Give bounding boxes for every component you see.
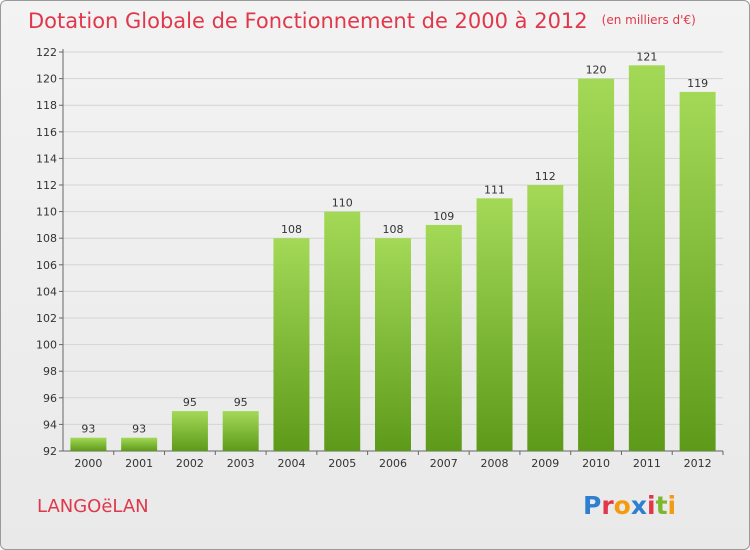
y-tick-label: 98: [43, 365, 57, 378]
bar-2005: [324, 211, 361, 451]
logo-letter: r: [601, 491, 614, 520]
y-tick-labels: 92 94 96 98 100 102 104 106 108 110 112 114 116 118 12…: [36, 46, 57, 458]
chart-subtitle: (en milliers d'€): [601, 13, 696, 27]
x-tick-label: 2009: [531, 457, 559, 470]
y-tick-label: 100: [36, 339, 57, 352]
x-tick-label: 2011: [633, 457, 661, 470]
x-tick-label: 2000: [74, 457, 102, 470]
value-label: 121: [636, 50, 657, 63]
x-tick-label: 2006: [379, 457, 407, 470]
x-tick-label: 2010: [582, 457, 610, 470]
y-tick-label: 94: [43, 418, 57, 431]
commune-name: LANGOëLAN: [37, 496, 149, 517]
x-tick-label: 2002: [176, 457, 204, 470]
logo-letter: x: [630, 491, 647, 520]
value-label: 108: [281, 223, 302, 236]
x-tick-label: 2004: [277, 457, 305, 470]
x-tick-label: 2008: [481, 457, 509, 470]
bar-2011: [628, 65, 665, 452]
x-tick-label: 2007: [430, 457, 458, 470]
y-tick-label: 104: [36, 285, 57, 298]
bar-2002: [171, 411, 208, 451]
bar-2006: [375, 238, 411, 451]
value-label: 120: [586, 64, 607, 77]
x-tick-label: 2005: [328, 457, 356, 470]
logo-letter: i: [647, 491, 656, 520]
bar-2007: [425, 224, 462, 451]
y-tick-label: 110: [36, 206, 57, 219]
value-label: 110: [332, 197, 353, 210]
value-label: 119: [687, 77, 708, 90]
y-tick-label: 112: [36, 179, 57, 192]
x-tick-label: 2001: [125, 457, 153, 470]
y-tick-label: 92: [43, 445, 57, 458]
bar-2000: [70, 437, 107, 451]
bar-2008: [476, 198, 513, 451]
x-tick-label: 2003: [227, 457, 255, 470]
y-tick-label: 120: [36, 73, 57, 86]
x-tick-labels: 2000 2001 2002 2003 2004 2005 2006 2007 2008 2009…: [74, 457, 711, 470]
logo-letter: o: [613, 491, 631, 520]
y-tick-label: 118: [36, 99, 57, 112]
title-row: Dotation Globale de Fonctionnement de 20…: [28, 9, 696, 33]
logo-letter: i: [667, 491, 677, 520]
value-label: 109: [433, 210, 454, 223]
value-label: 108: [383, 223, 404, 236]
y-tick-label: 108: [36, 232, 57, 245]
value-label: 93: [81, 423, 95, 436]
value-label: 93: [132, 423, 146, 436]
value-label: 111: [484, 183, 505, 196]
bar-2004: [273, 238, 310, 451]
y-tick-label: 102: [36, 312, 57, 325]
bar-2003: [222, 411, 259, 451]
logo-letter: P: [583, 491, 602, 520]
proxiti-logo: Proxiti: [583, 491, 676, 520]
y-tick-label: 122: [36, 46, 57, 59]
value-label: 112: [535, 170, 556, 183]
y-tick-label: 106: [36, 259, 57, 272]
value-label: 95: [183, 396, 197, 409]
bar-2009: [527, 185, 564, 451]
chart-title: Dotation Globale de Fonctionnement de 20…: [28, 9, 588, 33]
bar-2012: [679, 91, 716, 452]
value-label: 95: [234, 396, 248, 409]
logo-letter: t: [655, 491, 668, 520]
y-tick-label: 96: [43, 392, 57, 405]
bar-2001: [121, 437, 158, 451]
y-tick-label: 114: [36, 152, 57, 165]
x-tick-label: 2012: [684, 457, 712, 470]
bar-2010: [578, 78, 615, 451]
bars: [70, 65, 716, 452]
y-tick-label: 116: [36, 126, 57, 139]
value-labels: 93 93 95 95 108 110 108 109 111 112 120 121 119: [81, 50, 708, 435]
